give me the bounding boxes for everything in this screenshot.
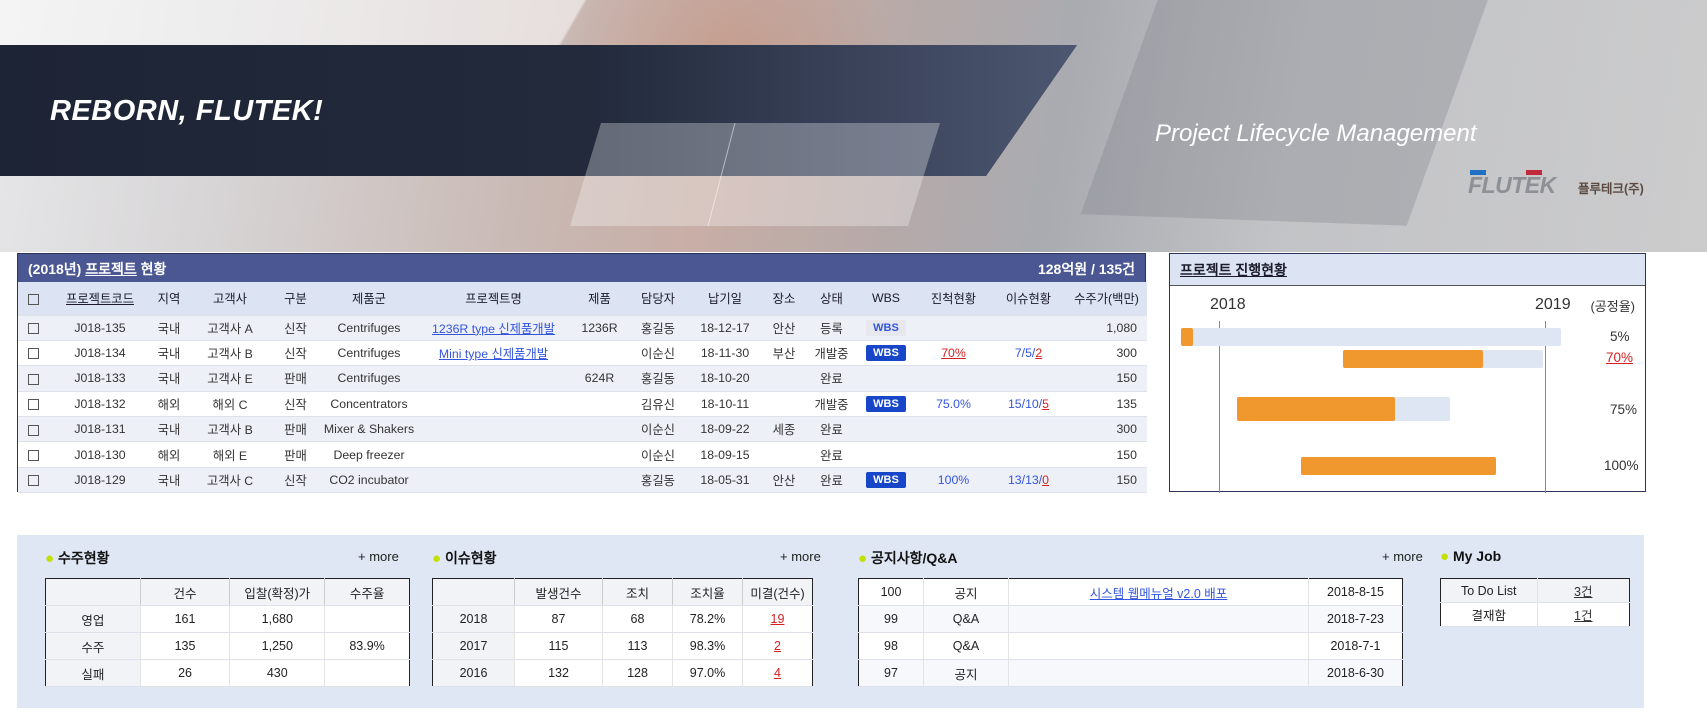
svg-text:FLUTEK: FLUTEK (1468, 172, 1558, 198)
